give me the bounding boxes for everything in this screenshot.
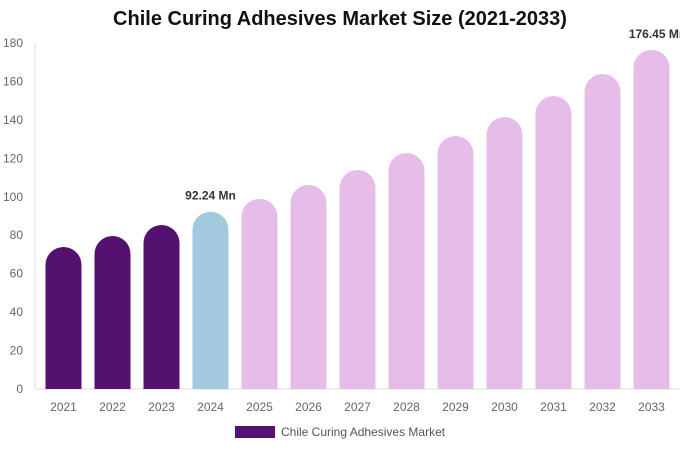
y-tick-label: 80 (10, 228, 24, 242)
bar-2025 (241, 198, 278, 389)
bar-2022 (94, 235, 131, 389)
x-tick-label: 2031 (540, 400, 567, 414)
x-tick-label: 2023 (148, 400, 175, 414)
y-tick-label: 180 (3, 36, 23, 50)
y-tick-label: 40 (10, 305, 24, 319)
y-tick-label: 140 (3, 113, 23, 127)
bar-2030 (486, 117, 523, 389)
x-tick-label: 2029 (442, 400, 469, 414)
data-label: 176.45 Mn (629, 27, 680, 41)
legend: Chile Curing Adhesives Market (235, 425, 445, 439)
y-tick-label: 100 (3, 190, 23, 204)
x-tick-label: 2022 (99, 400, 126, 414)
chart-title: Chile Curing Adhesives Market Size (2021… (113, 8, 567, 30)
bar-2027 (339, 170, 376, 389)
bar-2023 (143, 225, 180, 389)
bar-2032 (584, 73, 621, 389)
x-tick-label: 2026 (295, 400, 322, 414)
x-tick-label: 2027 (344, 400, 371, 414)
x-tick-label: 2025 (246, 400, 273, 414)
legend-swatch (235, 426, 275, 438)
data-label: 92.24 Mn (185, 189, 236, 203)
y-tick-label: 20 (10, 344, 24, 358)
x-tick-label: 2033 (638, 400, 665, 414)
x-tick-label: 2028 (393, 400, 420, 414)
bar-2021 (45, 246, 82, 389)
legend-label: Chile Curing Adhesives Market (281, 425, 446, 439)
y-tick-label: 120 (3, 151, 23, 165)
bar-2033 (633, 49, 670, 390)
x-tick-label: 2030 (491, 400, 518, 414)
x-tick-label: 2021 (50, 400, 77, 414)
x-tick-label: 2032 (589, 400, 616, 414)
bar-2029 (437, 136, 474, 389)
y-tick-label: 0 (16, 382, 23, 396)
bar-2031 (535, 96, 572, 389)
bar-2024 (192, 211, 229, 389)
bar-2026 (290, 185, 327, 389)
y-tick-label: 160 (3, 74, 23, 88)
x-tick-label: 2024 (197, 400, 224, 414)
y-tick-label: 60 (10, 267, 24, 281)
bar-2028 (388, 152, 425, 389)
